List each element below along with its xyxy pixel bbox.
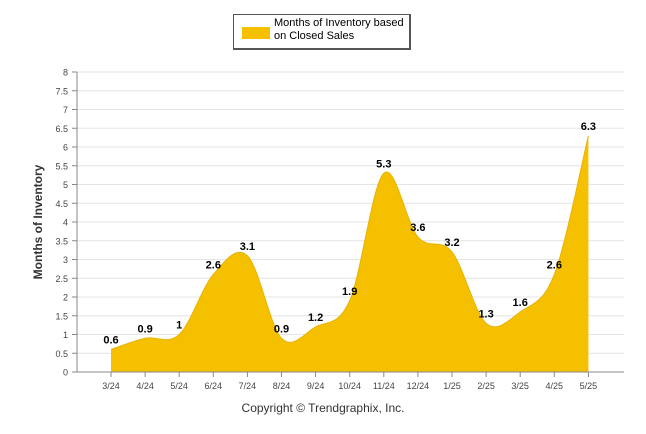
data-label: 0.9 <box>274 323 289 335</box>
data-label: 2.6 <box>547 260 562 272</box>
y-tick-label: 2.5 <box>55 274 68 284</box>
y-tick-label: 6 <box>63 143 68 153</box>
x-tick-label: 8/24 <box>273 381 291 391</box>
legend-swatch <box>242 27 270 39</box>
data-label: 1.9 <box>342 286 357 298</box>
x-tick-label: 9/24 <box>307 381 325 391</box>
data-label: 1.6 <box>513 297 528 309</box>
area-series <box>110 135 589 372</box>
y-tick-label: 4 <box>63 218 68 228</box>
y-tick-label: 7.5 <box>55 86 68 96</box>
data-label: 3.6 <box>410 222 425 234</box>
x-tick-labels: 3/24 4/24 5/24 6/24 7/24 8/24 9/24 10/24 11/24 12… <box>102 381 597 391</box>
area-fill <box>111 135 589 372</box>
data-label: 1.2 <box>308 312 323 324</box>
x-tick-label: 4/24 <box>136 381 154 391</box>
x-tick-label: 11/24 <box>373 381 395 391</box>
legend: Months of Inventory based on Closed Sale… <box>233 14 411 50</box>
data-label: 2.6 <box>206 260 221 272</box>
data-labels: 0.6 0.9 1 2.6 3.1 0.9 1.2 1.9 5.3 3.6 3.2 1.3 1.6 2.6… <box>103 121 596 347</box>
x-tick-label: 5/24 <box>170 381 188 391</box>
x-tick-label: 3/25 <box>511 381 529 391</box>
y-tick-label: 1 <box>63 330 68 340</box>
y-tick-label: 5 <box>63 180 68 190</box>
y-tick-label: 7 <box>63 105 68 115</box>
x-tick-label: 6/24 <box>205 381 223 391</box>
x-tick-label: 2/25 <box>477 381 495 391</box>
y-axis-title: Months of Inventory <box>31 164 45 279</box>
y-tick-label: 4.5 <box>55 199 68 209</box>
data-label: 1 <box>176 320 182 332</box>
axes <box>76 72 624 377</box>
legend-label: Months of Inventory based on Closed Sale… <box>274 17 404 42</box>
x-tick-label: 3/24 <box>102 381 120 391</box>
y-tick-label: 8 <box>63 68 68 78</box>
data-label: 3.1 <box>240 241 255 253</box>
x-tick-label: 5/25 <box>580 381 598 391</box>
x-tick-label: 7/24 <box>239 381 257 391</box>
y-tick-label: 3.5 <box>55 236 68 246</box>
x-tick-label: 4/25 <box>546 381 564 391</box>
y-tick-label: 6.5 <box>55 124 68 134</box>
y-tick-label: 0 <box>63 368 68 378</box>
data-label: 0.9 <box>137 323 152 335</box>
data-label: 3.2 <box>444 237 459 249</box>
data-label: 0.6 <box>103 335 118 347</box>
data-label: 6.3 <box>581 121 596 133</box>
y-tick-label: 3 <box>63 255 68 265</box>
area-line <box>110 135 589 350</box>
y-tick-label: 2 <box>63 293 68 303</box>
data-label: 1.3 <box>478 308 493 320</box>
y-tick-labels: 0 0.5 1 1.5 2 2.5 3 3.5 4 4.5 5 5.5 6 6.5 7 7.5 8 <box>55 68 68 378</box>
data-label: 5.3 <box>376 158 391 170</box>
y-tick-label: 0.5 <box>55 349 68 359</box>
x-tick-label: 10/24 <box>338 381 361 391</box>
copyright-footer: Copyright © Trendgraphix, Inc. <box>241 401 405 415</box>
x-tick-label: 12/24 <box>407 381 430 391</box>
y-tick-label: 5.5 <box>55 161 68 171</box>
grid-lines <box>72 71 624 373</box>
y-tick-label: 1.5 <box>55 311 68 321</box>
x-tick-label: 1/25 <box>443 381 461 391</box>
